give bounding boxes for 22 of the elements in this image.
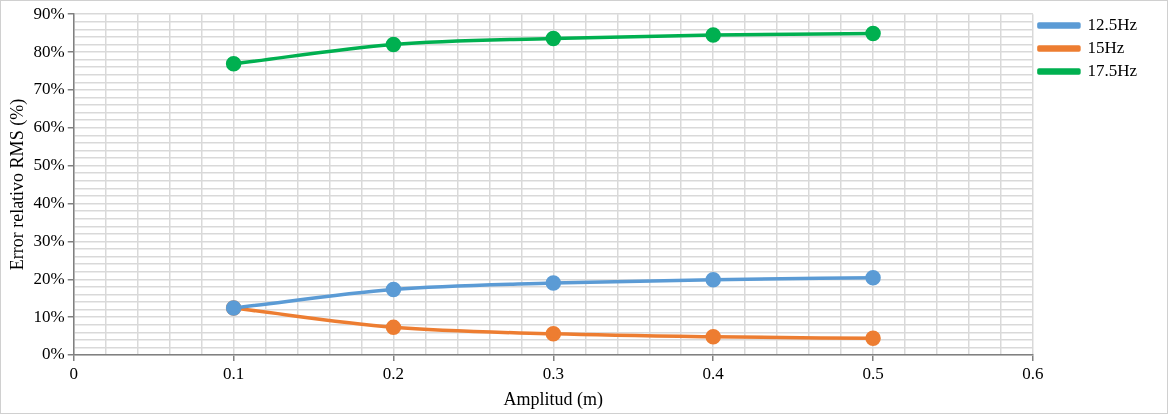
y-tick-label: 80% (33, 41, 65, 61)
x-tick-label: 0.3 (542, 363, 564, 383)
y-tick-label: 60% (33, 117, 65, 137)
y-tick-label: 50% (33, 155, 65, 175)
y-axis-title: Error relativo RMS (%) (6, 98, 28, 271)
legend-label: 12.5Hz (1087, 14, 1138, 34)
x-tick-label: 0.4 (702, 363, 725, 383)
y-tick-label: 40% (33, 193, 65, 212)
y-tick-label: 0% (42, 344, 65, 364)
x-tick-label: 0 (69, 363, 79, 383)
legend-label: 17.5Hz (1087, 60, 1138, 80)
x-tick-label: 0.5 (862, 363, 884, 383)
x-axis-title: Amplitud (m) (503, 388, 604, 410)
y-tick-label: 70% (33, 79, 65, 99)
y-tick-label: 20% (33, 268, 65, 288)
y-tick-label: 10% (33, 306, 65, 326)
y-tick-label: 30% (33, 230, 65, 250)
x-tick-label: 0.6 (1022, 363, 1044, 383)
y-tick-label: 90% (33, 3, 65, 23)
x-tick-label: 0.2 (382, 363, 405, 383)
x-tick-label: 0.1 (223, 363, 245, 383)
legend-label: 15Hz (1087, 37, 1125, 57)
